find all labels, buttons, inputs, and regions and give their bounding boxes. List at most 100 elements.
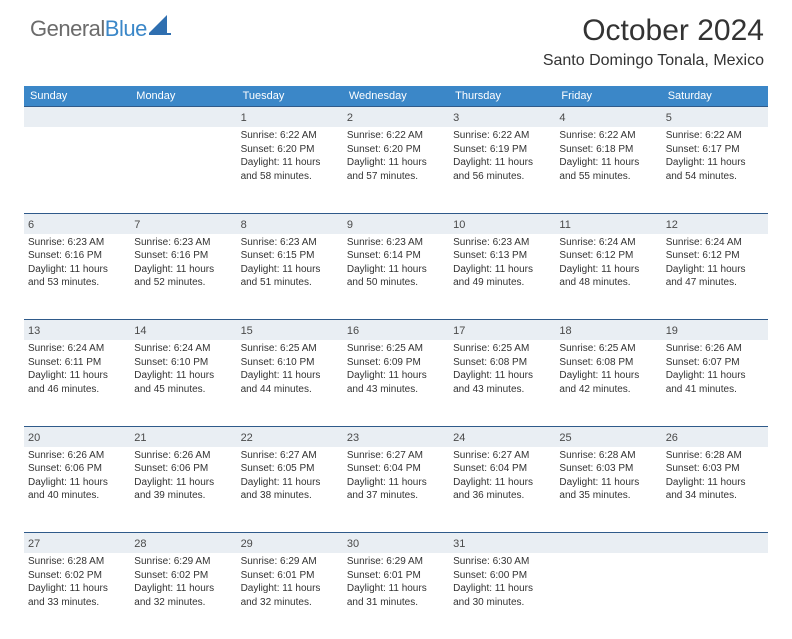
day-cell: Sunrise: 6:30 AMSunset: 6:00 PMDaylight:… xyxy=(449,553,555,639)
sunset-line: Sunset: 6:06 PM xyxy=(134,462,232,476)
day-number-cell: 11 xyxy=(555,213,661,234)
day-number-cell: 25 xyxy=(555,426,661,447)
day-cell: Sunrise: 6:26 AMSunset: 6:06 PMDaylight:… xyxy=(24,447,130,533)
sunset-line: Sunset: 6:09 PM xyxy=(347,356,445,370)
day-number-cell: 30 xyxy=(343,533,449,554)
brand-part2: Blue xyxy=(105,16,147,41)
sunrise-line: Sunrise: 6:27 AM xyxy=(453,449,551,463)
day-number-cell: 28 xyxy=(130,533,236,554)
sunrise-line: Sunrise: 6:30 AM xyxy=(453,555,551,569)
day-number-cell: 14 xyxy=(130,320,236,341)
sunset-line: Sunset: 6:03 PM xyxy=(559,462,657,476)
sunrise-line: Sunrise: 6:26 AM xyxy=(134,449,232,463)
daylight-line: Daylight: 11 hours and 44 minutes. xyxy=(241,369,339,396)
day-number: 16 xyxy=(347,325,359,337)
day-cell: Sunrise: 6:23 AMSunset: 6:13 PMDaylight:… xyxy=(449,234,555,320)
sunrise-line: Sunrise: 6:24 AM xyxy=(666,236,764,250)
brand-logo: GeneralBlue xyxy=(30,16,173,42)
sunrise-line: Sunrise: 6:29 AM xyxy=(347,555,445,569)
sunrise-line: Sunrise: 6:23 AM xyxy=(453,236,551,250)
daylight-line: Daylight: 11 hours and 45 minutes. xyxy=(134,369,232,396)
daylight-line: Daylight: 11 hours and 46 minutes. xyxy=(28,369,126,396)
sunset-line: Sunset: 6:20 PM xyxy=(241,143,339,157)
day-cell: Sunrise: 6:22 AMSunset: 6:20 PMDaylight:… xyxy=(343,127,449,213)
day-number-cell: 10 xyxy=(449,213,555,234)
day-number: 25 xyxy=(559,432,571,444)
sunset-line: Sunset: 6:01 PM xyxy=(347,569,445,583)
daylight-line: Daylight: 11 hours and 58 minutes. xyxy=(241,156,339,183)
day-cell: Sunrise: 6:25 AMSunset: 6:08 PMDaylight:… xyxy=(449,340,555,426)
sunset-line: Sunset: 6:16 PM xyxy=(134,249,232,263)
day-number: 31 xyxy=(453,538,465,550)
daylight-line: Daylight: 11 hours and 42 minutes. xyxy=(559,369,657,396)
calendar-table: SundayMondayTuesdayWednesdayThursdayFrid… xyxy=(24,86,768,639)
sunrise-line: Sunrise: 6:27 AM xyxy=(241,449,339,463)
daylight-line: Daylight: 11 hours and 40 minutes. xyxy=(28,476,126,503)
day-number: 22 xyxy=(241,432,253,444)
day-number-cell: 13 xyxy=(24,320,130,341)
sunset-line: Sunset: 6:11 PM xyxy=(28,356,126,370)
day-number: 1 xyxy=(241,112,247,124)
daylight-line: Daylight: 11 hours and 32 minutes. xyxy=(241,582,339,609)
daylight-line: Daylight: 11 hours and 56 minutes. xyxy=(453,156,551,183)
daylight-line: Daylight: 11 hours and 54 minutes. xyxy=(666,156,764,183)
title-block: October 2024 Santo Domingo Tonala, Mexic… xyxy=(543,14,764,70)
day-number-cell: 15 xyxy=(237,320,343,341)
day-cell: Sunrise: 6:29 AMSunset: 6:02 PMDaylight:… xyxy=(130,553,236,639)
day-number: 11 xyxy=(559,219,570,231)
day-cell: Sunrise: 6:22 AMSunset: 6:20 PMDaylight:… xyxy=(237,127,343,213)
sunset-line: Sunset: 6:10 PM xyxy=(134,356,232,370)
daylight-line: Daylight: 11 hours and 53 minutes. xyxy=(28,263,126,290)
sunrise-line: Sunrise: 6:23 AM xyxy=(28,236,126,250)
sunrise-line: Sunrise: 6:28 AM xyxy=(28,555,126,569)
day-number: 3 xyxy=(453,112,459,124)
day-number-cell: 21 xyxy=(130,426,236,447)
sunset-line: Sunset: 6:12 PM xyxy=(559,249,657,263)
sunrise-line: Sunrise: 6:25 AM xyxy=(347,342,445,356)
day-body-row: Sunrise: 6:26 AMSunset: 6:06 PM Daylight:… xyxy=(24,447,768,533)
daylight-line: Daylight: 11 hours and 50 minutes. xyxy=(347,263,445,290)
day-cell xyxy=(662,553,768,639)
day-cell: Sunrise: 6:22 AMSunset: 6:18 PMDaylight:… xyxy=(555,127,661,213)
day-body-row: Sunrise: 6:28 AM Sunset: 6:02 PM Daylight:… xyxy=(24,553,768,639)
day-cell: Sunrise: 6:23 AMSunset: 6:16 PMDaylight:… xyxy=(130,234,236,320)
day-number-cell: 24 xyxy=(449,426,555,447)
day-number: 12 xyxy=(666,219,678,231)
daylight-line: Daylight: 11 hours and 43 minutes. xyxy=(453,369,551,396)
day-number: 24 xyxy=(453,432,465,444)
day-number-cell xyxy=(24,107,130,128)
day-number-cell: 3 xyxy=(449,107,555,128)
day-number: 28 xyxy=(134,538,146,550)
sunset-line: Sunset: 6:08 PM xyxy=(453,356,551,370)
day-number-row: 2728293031 xyxy=(24,533,768,554)
daylight-line: Daylight: 11 hours and 35 minutes. xyxy=(559,476,657,503)
day-number: 18 xyxy=(559,325,571,337)
day-number-cell: 26 xyxy=(662,426,768,447)
day-number-cell: 1 xyxy=(237,107,343,128)
day-cell: Sunrise: 6:24 AMSunset: 6:12 PMDaylight:… xyxy=(662,234,768,320)
weekday-header: Friday xyxy=(555,86,661,107)
daylight-line: Daylight: 11 hours and 33 minutes. xyxy=(28,582,126,609)
sunset-line: Sunset: 6:05 PM xyxy=(241,462,339,476)
daylight-line: Daylight: 11 hours and 41 minutes. xyxy=(666,369,764,396)
sunset-line: Sunset: 6:14 PM xyxy=(347,249,445,263)
weekday-header: Wednesday xyxy=(343,86,449,107)
sunrise-line: Sunrise: 6:25 AM xyxy=(559,342,657,356)
month-title: October 2024 xyxy=(543,14,764,48)
daylight-line: Daylight: 11 hours and 55 minutes. xyxy=(559,156,657,183)
day-cell: Sunrise: 6:29 AMSunset: 6:01 PMDaylight:… xyxy=(343,553,449,639)
day-cell: Sunrise: 6:27 AMSunset: 6:04 PMDaylight:… xyxy=(343,447,449,533)
day-number: 21 xyxy=(134,432,146,444)
sunset-line: Sunset: 6:04 PM xyxy=(453,462,551,476)
sunset-line: Sunset: 6:02 PM xyxy=(134,569,232,583)
day-number-cell xyxy=(662,533,768,554)
sunrise-line: Sunrise: 6:28 AM xyxy=(559,449,657,463)
day-number: 5 xyxy=(666,112,672,124)
day-cell: Sunrise: 6:25 AMSunset: 6:10 PMDaylight:… xyxy=(237,340,343,426)
sunrise-line: Sunrise: 6:24 AM xyxy=(28,342,126,356)
day-number: 17 xyxy=(453,325,465,337)
day-cell: Sunrise: 6:29 AMSunset: 6:01 PMDaylight:… xyxy=(237,553,343,639)
day-number-cell: 27 xyxy=(24,533,130,554)
brand-sail-icon xyxy=(149,15,173,40)
sunset-line: Sunset: 6:03 PM xyxy=(666,462,764,476)
